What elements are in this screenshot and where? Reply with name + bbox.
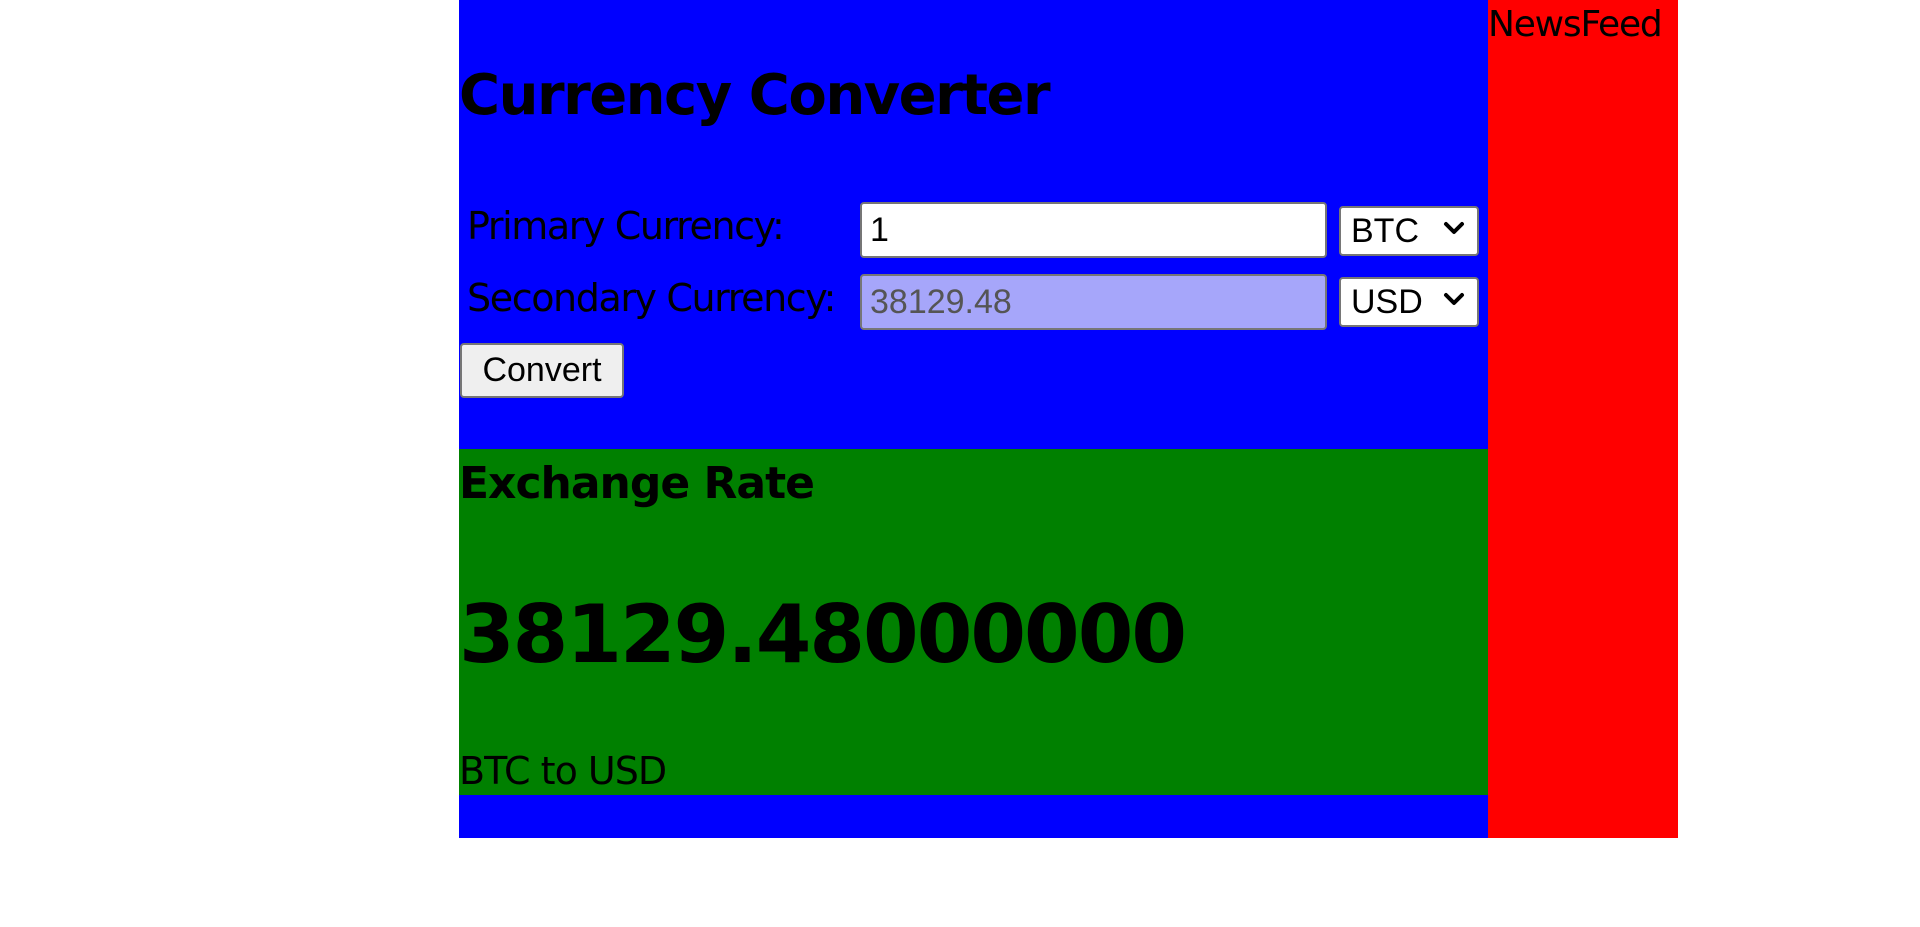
secondary-amount-field [860,274,1327,330]
secondary-currency-select[interactable]: USD [1339,277,1479,327]
secondary-currency-value: USD [1351,283,1423,321]
chevron-down-icon [1444,293,1464,305]
converter-panel: Currency Converter Primary Currency: BTC… [459,0,1488,838]
primary-currency-select[interactable]: BTC [1339,206,1479,256]
chevron-down-icon [1444,222,1464,234]
exchange-rate-value: 38129.48000000 [459,588,1187,681]
primary-currency-label: Primary Currency: [467,204,785,248]
exchange-rate-heading: Exchange Rate [459,458,815,509]
secondary-currency-label: Secondary Currency: [467,276,836,320]
newsfeed-panel: NewsFeed [1488,0,1678,838]
currency-pair-label: BTC to USD [459,749,667,793]
primary-amount-input[interactable] [860,202,1327,258]
newsfeed-title: NewsFeed [1488,4,1663,45]
page-title: Currency Converter [459,63,1051,128]
convert-button[interactable]: Convert [460,343,624,398]
exchange-rate-panel: Exchange Rate 38129.48000000 BTC to USD [459,449,1488,795]
primary-currency-value: BTC [1351,212,1419,250]
